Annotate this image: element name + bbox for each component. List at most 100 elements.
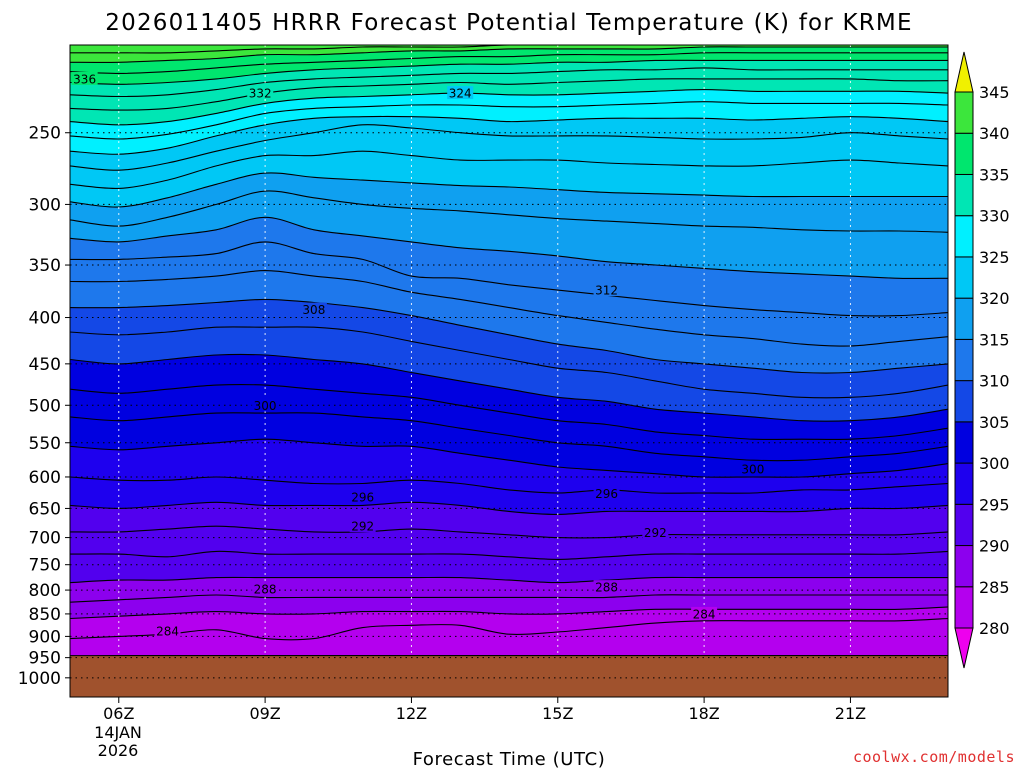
contour-label-bg-5 [252,398,279,412]
isentrope-328 [70,101,948,140]
colorbar-segment-290 [954,503,974,547]
contour-label-bg-12 [593,580,620,594]
y-tick-label-550: 550 [29,434,61,454]
colorbar-segment-310 [954,338,974,382]
y-tick-label-300: 300 [29,195,61,215]
contour-label-292: 292 [644,526,667,540]
x-date-line2: 2026 [98,741,139,760]
colorbar: 280 285 290 295 300 305 310 315 320 325 330 335 340 3… [954,51,1010,669]
isentrope-290 [70,576,948,584]
colorbar-label-290: 290 [979,537,1010,556]
y-tick-label-800: 800 [29,581,61,601]
colorbar-segment-340 [954,91,974,134]
x-tick-label-21Z: 21Z [835,704,866,723]
colorbar-segment-295 [954,462,974,505]
y-tick-label-750: 750 [29,556,61,576]
contour-labels: 336 332 324 308 312 300 300 296 296 292 292 288 288 2… [71,71,766,639]
y-tick-label-900: 900 [29,627,61,647]
isentrope-338 [70,52,948,74]
contour-label-bg-1 [247,86,274,100]
isentrope-312 [70,270,948,347]
y-tick-label-350: 350 [29,256,61,276]
colorbar-label-340: 340 [979,124,1010,143]
contour-label-bg-11 [252,582,279,596]
contour-label-bg-0 [71,71,98,85]
isentrope-294 [70,525,948,539]
theta-filled-bands [70,45,948,697]
x-tick-label-15Z: 15Z [542,704,573,723]
y-tick-label-400: 400 [29,309,61,329]
colorbar-segment-325 [954,215,974,258]
colorbar-segment-285 [954,545,974,588]
contour-label-284: 284 [156,625,179,639]
contour-label-288: 288 [595,581,618,595]
isentrope-340 [70,46,948,63]
colorbar-label-310: 310 [979,372,1010,391]
contour-label-300: 300 [254,399,277,413]
isentrope-320 [70,172,948,208]
isentrope-342 [70,45,948,54]
x-tick-label-18Z: 18Z [688,704,719,723]
contour-label-324: 324 [449,87,472,101]
contour-label-bg-2 [447,86,474,100]
contour-label-bg-9 [349,519,376,533]
colorbar-label-305: 305 [979,413,1010,432]
below-ground-surface [70,655,948,697]
plot-frame [69,44,949,698]
y-tick-label-950: 950 [29,649,61,669]
isentrope-334 [70,67,948,98]
isentrope-296 [70,501,948,515]
colorbar-label-335: 335 [979,165,1010,184]
y-tick-label-1000: 1000 [18,669,61,689]
x-tick-label-09Z: 09Z [249,704,280,723]
plot-area: 336 332 324 308 312 300 300 296 296 292 292 288 288 2… [70,45,948,697]
colorbar-label-285: 285 [979,578,1010,597]
contour-label-288: 288 [254,583,277,597]
isentrope-292 [70,550,948,560]
contour-label-bg-4 [593,283,620,297]
contour-label-296: 296 [595,487,618,501]
contour-label-336: 336 [73,72,96,86]
colorbar-segment-330 [954,173,974,217]
isentrope-288 [70,594,948,603]
y-tick-label-450: 450 [29,355,61,375]
y-tick-label-700: 700 [29,529,61,549]
isentrope-316 [70,216,948,280]
y-tick-label-650: 650 [29,499,61,519]
contour-label-332: 332 [249,87,272,101]
isentrope-330 [70,89,948,126]
isentrope-314 [70,241,948,317]
colorbar-label-345: 345 [979,83,1010,102]
y-tick-label-500: 500 [29,396,61,416]
plot-grid [70,45,948,697]
contour-label-bg-3 [300,302,327,316]
contour-label-bg-14 [691,606,718,620]
contour-label-308: 308 [302,303,325,317]
chart-title: 2026011405 HRRR Forecast Potential Tempe… [105,10,912,36]
colorbar-label-325: 325 [979,248,1010,267]
isentrope-322 [70,150,948,189]
isentrope-336 [70,59,948,85]
isentrope-326 [70,115,948,155]
y-axis: 2503003504004505005506006507007508008509… [18,124,70,689]
colorbar-label-315: 315 [979,330,1010,349]
contour-label-292: 292 [351,520,374,534]
isentrope-324 [70,124,948,171]
x-tick-label-06Z: 06Z [103,704,134,723]
colorbar-label-295: 295 [979,495,1010,514]
isentrope-304 [70,384,948,441]
x-tick-label-12Z: 12Z [396,704,427,723]
isentrope-308 [70,326,948,399]
colorbar-label-320: 320 [979,289,1010,308]
contour-label-312: 312 [595,284,618,298]
y-tick-label-600: 600 [29,468,61,488]
credit-text: coolwx.com/models [853,748,1015,766]
x-axis-label: Forecast Time (UTC) [413,749,606,768]
contour-label-300: 300 [741,463,764,477]
colorbar-segment-280 [954,586,974,629]
contour-label-bg-7 [349,489,376,503]
contour-label-bg-8 [593,486,620,500]
isentrope-284 [70,617,948,641]
y-tick-label-250: 250 [29,124,61,144]
